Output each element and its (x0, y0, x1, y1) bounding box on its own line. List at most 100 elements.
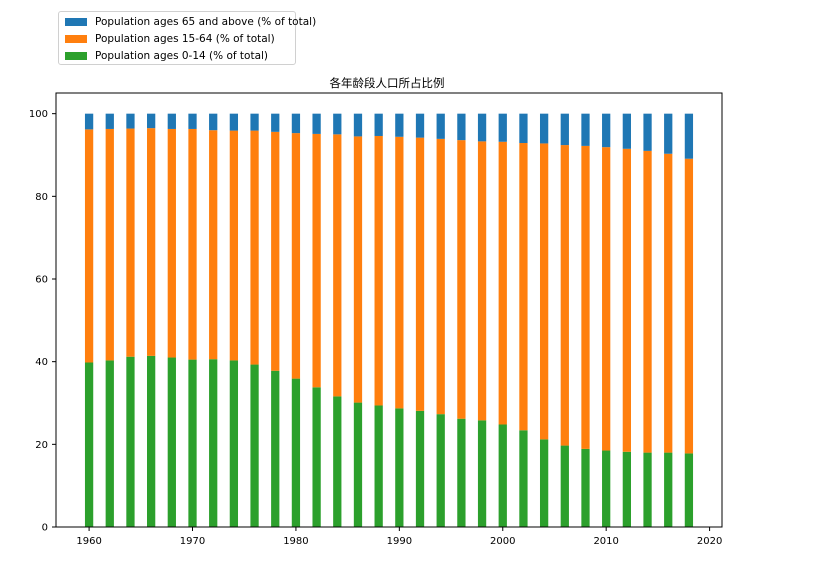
x-tick-label-1980: 1980 (283, 536, 308, 547)
bar-segment-1988-series-1 (374, 135, 383, 406)
x-axis: 1960 1970 1980 1990 2000 2010 2020 (76, 527, 722, 547)
bar-segment-2010-series-0 (602, 450, 611, 527)
legend-label-65-above: Population ages 65 and above (% of total… (95, 16, 317, 28)
bar-segment-1984-series-1 (333, 134, 342, 397)
bar-segment-1980-series-1 (291, 133, 301, 379)
bar-segment-2012-series-0 (622, 451, 631, 527)
y-tick-label-40: 40 (35, 357, 48, 368)
bar-segment-1970-series-0 (188, 359, 197, 527)
bar-segment-2012-series-1 (622, 148, 631, 452)
bars-group (84, 113, 694, 527)
bar-segment-1982-series-1 (312, 133, 321, 388)
y-tick-label-0: 0 (42, 523, 48, 534)
chart-legend: Population ages 65 and above (% of total… (58, 11, 316, 65)
bar-segment-2006-series-1 (560, 145, 569, 446)
bar-segment-1972-series-1 (209, 130, 218, 360)
bar-segment-1968-series-1 (167, 128, 176, 358)
bar-segment-1994-series-1 (436, 138, 445, 415)
bar-segment-1980-series-2 (291, 113, 301, 134)
x-tick-label-2010: 2010 (593, 536, 618, 547)
y-tick-label-20: 20 (35, 440, 48, 451)
bar-segment-1986-series-0 (353, 402, 363, 527)
bar-segment-1982-series-2 (312, 113, 321, 134)
bar-segment-1960-series-0 (84, 362, 94, 527)
bar-segment-1996-series-2 (457, 113, 466, 141)
x-tick-label-1990: 1990 (387, 536, 412, 547)
bar-segment-1992-series-2 (415, 113, 425, 138)
bar-segment-1978-series-0 (271, 370, 280, 527)
bar-segment-1962-series-1 (105, 128, 114, 361)
bar-segment-1998-series-1 (477, 141, 487, 421)
x-tick-label-1970: 1970 (180, 536, 205, 547)
bar-segment-1980-series-0 (291, 378, 301, 527)
x-tick-label-1960: 1960 (76, 536, 101, 547)
bar-segment-2006-series-2 (560, 113, 569, 146)
bar-segment-1964-series-2 (126, 113, 135, 129)
bar-segment-1972-series-0 (209, 359, 218, 527)
bar-segment-2004-series-0 (539, 439, 549, 527)
bar-segment-1964-series-0 (126, 356, 135, 527)
bar-segment-1996-series-0 (457, 418, 466, 527)
y-tick-label-80: 80 (35, 192, 48, 203)
bar-segment-2002-series-1 (519, 143, 528, 431)
bar-segment-1976-series-1 (250, 130, 259, 365)
bar-segment-2000-series-1 (498, 141, 507, 425)
bar-segment-2010-series-2 (602, 113, 611, 148)
bar-segment-1994-series-2 (436, 113, 445, 139)
bar-segment-1966-series-0 (147, 355, 156, 527)
bar-segment-2000-series-0 (498, 424, 507, 527)
bar-segment-1988-series-0 (374, 405, 383, 527)
bar-segment-2018-series-1 (684, 158, 694, 454)
legend-swatch-65-above (65, 18, 87, 26)
bar-segment-1994-series-0 (436, 414, 445, 527)
bar-segment-1970-series-1 (188, 128, 197, 360)
bar-segment-1962-series-2 (105, 113, 114, 129)
bar-segment-2014-series-0 (643, 452, 652, 527)
bar-segment-1972-series-2 (209, 113, 218, 131)
bar-segment-1988-series-2 (374, 113, 383, 136)
bar-segment-1984-series-0 (333, 396, 342, 527)
bar-segment-1986-series-1 (353, 136, 363, 403)
y-tick-label-60: 60 (35, 275, 48, 286)
bar-segment-2018-series-2 (684, 113, 694, 159)
bar-segment-1986-series-2 (353, 113, 363, 137)
bar-segment-2012-series-2 (622, 113, 631, 149)
legend-item-65-above: Population ages 65 and above (% of total… (65, 15, 316, 29)
bar-segment-2000-series-2 (498, 113, 507, 142)
bar-segment-1968-series-0 (167, 357, 176, 527)
bar-segment-2008-series-2 (581, 113, 590, 146)
bar-segment-1990-series-0 (395, 408, 404, 527)
bar-segment-2004-series-2 (539, 113, 549, 144)
bar-segment-2008-series-0 (581, 448, 590, 527)
legend-label-0-14: Population ages 0-14 (% of total) (95, 50, 269, 62)
legend-item-0-14: Population ages 0-14 (% of total) (65, 49, 268, 63)
bar-segment-2016-series-2 (664, 113, 673, 154)
bar-segment-2008-series-1 (581, 145, 590, 449)
plot-frame (55, 92, 723, 528)
bar-segment-1962-series-0 (105, 360, 114, 527)
bar-segment-2016-series-0 (664, 452, 673, 527)
bar-segment-1970-series-2 (188, 113, 197, 129)
legend-label-15-64: Population ages 15-64 (% of total) (95, 33, 275, 45)
chart-title: 各年龄段人口所占比例 (330, 76, 445, 90)
bar-segment-1992-series-1 (415, 137, 425, 411)
bar-segment-1978-series-1 (271, 131, 280, 371)
bar-segment-1978-series-2 (271, 113, 280, 132)
y-tick-label-100: 100 (29, 109, 48, 120)
bar-segment-1998-series-0 (477, 420, 487, 527)
bar-segment-1996-series-1 (457, 140, 466, 419)
y-axis: 0 20 40 60 80 100 (29, 109, 56, 534)
bar-segment-1982-series-0 (312, 387, 321, 527)
bar-segment-2006-series-0 (560, 445, 569, 527)
x-tick-label-2000: 2000 (490, 536, 515, 547)
bar-segment-2016-series-1 (664, 153, 673, 453)
bar-segment-1992-series-0 (415, 410, 425, 527)
legend-item-15-64: Population ages 15-64 (% of total) (65, 32, 275, 46)
bar-segment-1968-series-2 (167, 113, 176, 129)
bar-segment-1974-series-0 (229, 360, 239, 527)
bar-segment-2014-series-2 (643, 113, 652, 151)
bar-segment-1966-series-1 (147, 128, 156, 356)
bar-segment-1966-series-2 (147, 113, 156, 129)
bar-segment-1990-series-2 (395, 113, 404, 137)
